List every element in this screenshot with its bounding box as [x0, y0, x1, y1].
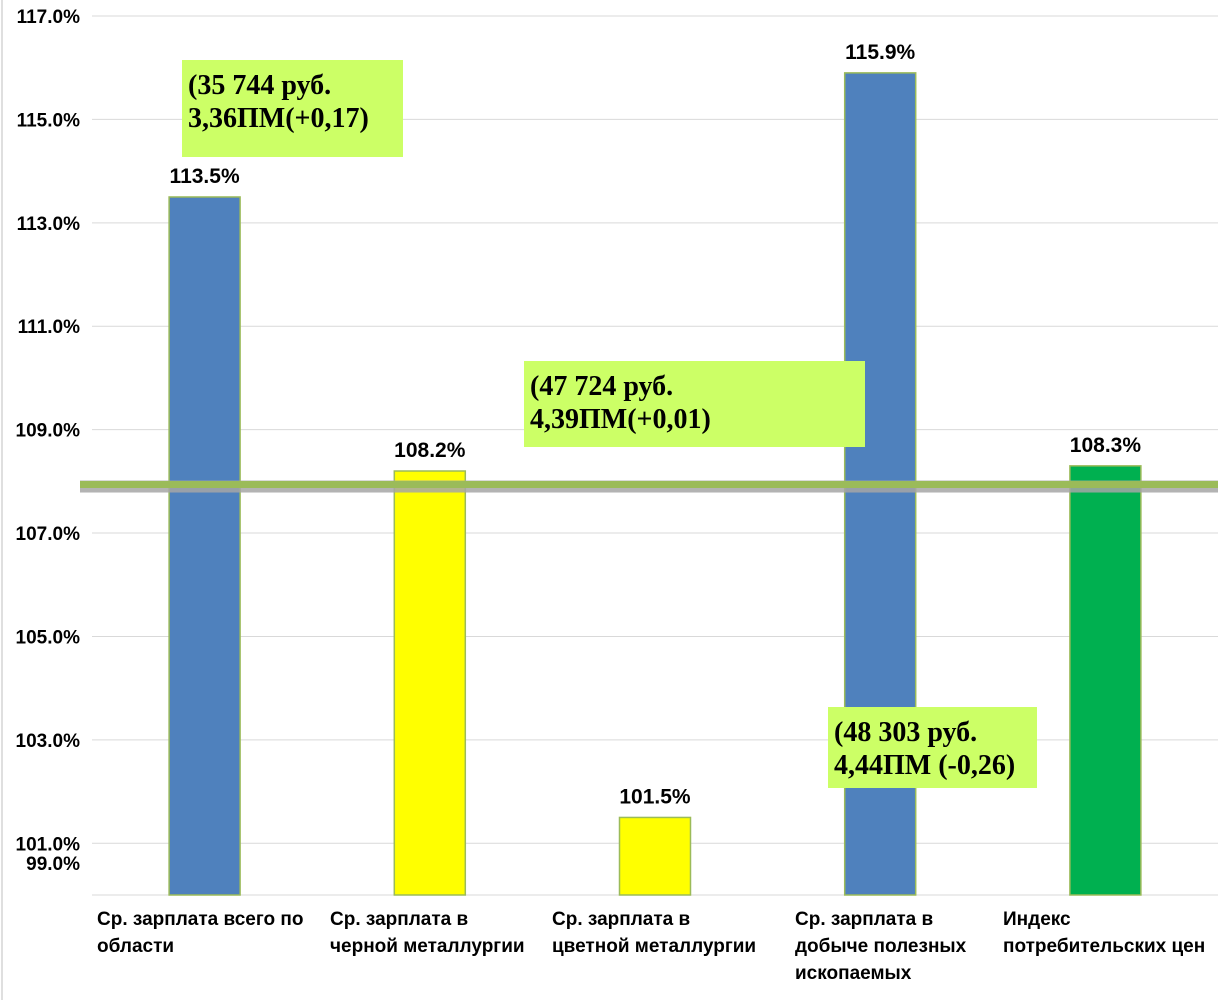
y-tick-label: 107.0% — [16, 524, 81, 545]
x-category-label: Ср. зарплата в добыче полезных ископаемых — [795, 909, 967, 984]
annotation-box — [182, 60, 403, 157]
annotation-text: (35 744 руб. 3,36ПМ(+0,17) — [188, 70, 369, 134]
y-tick-label: 103.0% — [16, 731, 81, 752]
y-tick-label: 115.0% — [17, 110, 80, 131]
y-tick-label: 109.0% — [16, 421, 81, 442]
annotation-box — [524, 361, 865, 447]
y-tick-label: 111.0% — [18, 317, 80, 338]
x-category-label: Ср. зарплата в цветной металлургии — [552, 909, 756, 957]
bar-1 — [168, 196, 241, 896]
bar-5 — [1069, 465, 1142, 896]
bar-3 — [618, 816, 692, 896]
y-tick-label: 99.0% — [26, 854, 80, 875]
annotation-text: (47 724 руб. 4,39ПМ(+0,01) — [530, 371, 711, 435]
y-tick-label: 101.0% — [16, 834, 81, 855]
data-label: 113.5% — [170, 165, 240, 188]
data-label: 108.2% — [394, 439, 466, 462]
data-label: 108.3% — [1070, 434, 1142, 457]
y-tick-label: 105.0% — [16, 627, 81, 648]
x-category-label: Ср. зарплата всего по области — [97, 909, 304, 957]
data-label: 101.5% — [619, 785, 691, 808]
annotation-text: (48 303 руб. 4,44ПМ (-0,26) — [834, 717, 1015, 781]
annotation-box — [828, 707, 1037, 788]
x-category-label: Индекс потребительских цен — [1003, 909, 1205, 957]
bar-2 — [393, 470, 467, 896]
x-category-label: Ср. зарплата в черной металлургии — [330, 909, 525, 957]
data-label: 115.9% — [845, 41, 915, 64]
y-tick-label: 117.0% — [17, 7, 80, 28]
y-tick-label: 113.0% — [17, 214, 80, 235]
